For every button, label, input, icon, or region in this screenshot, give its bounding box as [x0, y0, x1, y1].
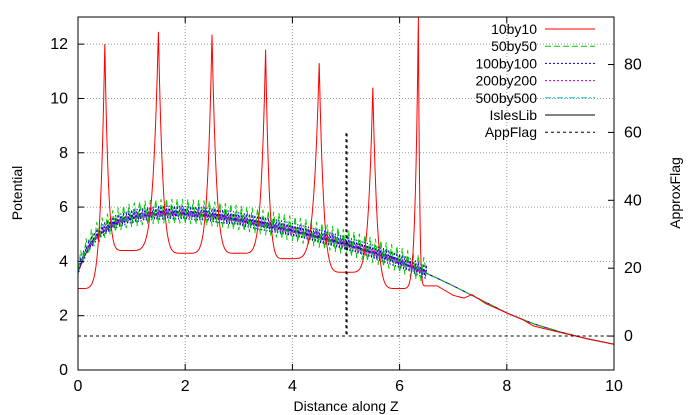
y2-axis-title: ApproxFlag [667, 157, 683, 229]
y-axis-title: Potential [9, 166, 25, 220]
legend-label: 200by200 [475, 73, 537, 89]
x-tick-label: 2 [181, 378, 190, 395]
y-tick-label: 10 [50, 90, 68, 107]
y-tick-label: 6 [59, 199, 68, 216]
y2-tick-label: 20 [624, 260, 642, 277]
y-tick-labels: 0 2 4 6 8 10 12 [50, 36, 68, 379]
x-tick-labels: 0 2 4 6 8 10 [74, 378, 623, 395]
y-tick-label: 0 [59, 362, 68, 379]
series-layer [78, 17, 614, 345]
legend-label: 50by50 [491, 38, 537, 54]
x-tick-label: 4 [288, 378, 297, 395]
legend-label: 100by100 [475, 55, 537, 71]
y2-tick-label: 0 [624, 328, 633, 345]
legend-label: IslesLib [490, 107, 538, 123]
series-line-10by10 [78, 17, 614, 345]
y-tick-label: 12 [50, 36, 68, 53]
y2-tick-labels: 0 20 40 60 80 [624, 57, 642, 346]
y2-tick-label: 80 [624, 57, 642, 74]
series-line-appflag [78, 131, 614, 337]
y-tick-label: 2 [59, 308, 68, 325]
y2-tick-label: 40 [624, 192, 642, 209]
legend-label: 10by10 [491, 21, 537, 37]
legend-label: AppFlag [485, 124, 537, 140]
y2-tick-label: 60 [624, 124, 642, 141]
series-line-100by100 [78, 205, 614, 345]
x-axis-title: Distance along Z [293, 398, 399, 414]
tick-marks [77, 17, 615, 371]
x-tick-label: 6 [395, 378, 404, 395]
legend-label: 500by500 [475, 90, 537, 106]
y-tick-label: 8 [59, 145, 68, 162]
plot-frame [77, 16, 615, 371]
x-tick-label: 0 [74, 378, 83, 395]
x-tick-label: 8 [502, 378, 511, 395]
y-tick-label: 4 [59, 253, 68, 270]
x-tick-label: 10 [605, 378, 623, 395]
